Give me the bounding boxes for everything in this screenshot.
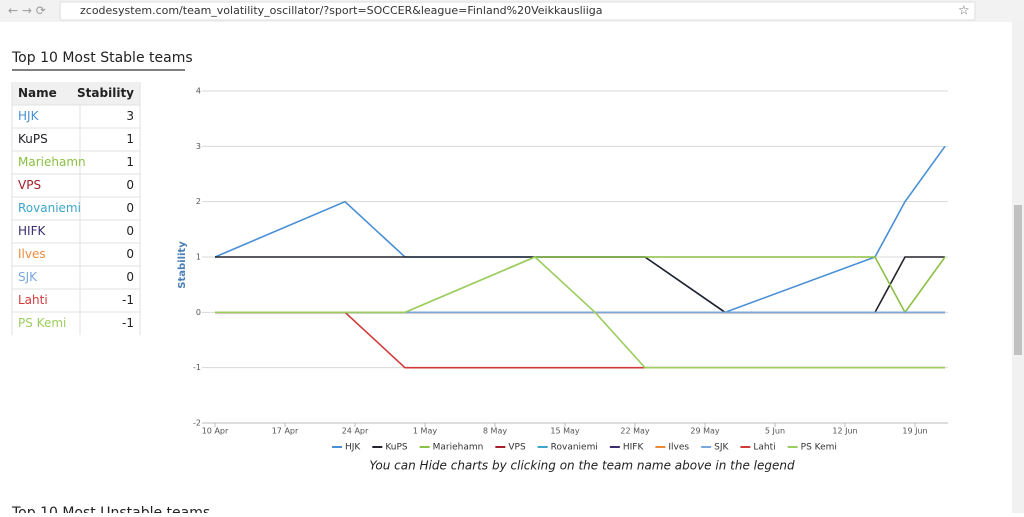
y-tick-label: 0 (196, 308, 201, 317)
legend-item[interactable]: VPS (508, 443, 526, 453)
table-header-cell: Stability (77, 86, 134, 100)
x-tick-label: 10 Apr (202, 427, 229, 436)
stability-value: 0 (126, 178, 134, 192)
table-header-cell: Name (18, 86, 57, 100)
legend-item[interactable]: KuPS (385, 443, 408, 453)
x-tick-label: 8 May (483, 427, 507, 436)
team-name[interactable]: Ilves (18, 247, 46, 261)
legend-note: You can Hide charts by clicking on the t… (369, 459, 795, 473)
team-name[interactable]: Rovaniemi (18, 201, 81, 215)
series-line (214, 145, 946, 314)
team-name[interactable]: HJK (18, 109, 40, 123)
y-tick-label: -2 (193, 419, 201, 428)
legend-item[interactable]: SJK (714, 443, 729, 453)
series-line (215, 256, 945, 314)
series-line (215, 256, 945, 369)
stability-value: 1 (126, 155, 134, 169)
y-tick-label: -1 (193, 363, 201, 372)
x-tick-label: 24 Apr (342, 427, 369, 436)
bookmark-star[interactable]: ☆ (958, 4, 970, 19)
stability-value: 1 (126, 132, 134, 146)
x-tick-label: 29 May (690, 427, 720, 436)
series-line (215, 256, 946, 314)
stability-value: -1 (122, 293, 134, 307)
stability-value: 0 (126, 201, 134, 215)
legend-item[interactable]: Ilves (668, 443, 689, 453)
table-header (12, 82, 140, 105)
team-name[interactable]: KuPS (18, 132, 48, 146)
team-name[interactable]: SJK (18, 270, 38, 284)
legend-item[interactable]: Rovaniemi (551, 443, 598, 453)
stability-value: 0 (126, 247, 134, 261)
y-axis-title: Stability (177, 241, 188, 289)
team-name[interactable]: PS Kemi (18, 316, 66, 330)
stability-value: 0 (126, 224, 134, 238)
next-section-title: Top 10 Most Unstable teams (11, 505, 210, 513)
url: zcodesystem.com/team_volatility_oscillat… (80, 4, 602, 17)
x-tick-label: 5 Jun (765, 427, 785, 436)
stability-value: 0 (126, 270, 134, 284)
legend-item[interactable]: PS Kemi (801, 443, 837, 453)
team-name[interactable]: HIFK (18, 224, 46, 238)
legend-item[interactable]: Lahti (753, 443, 775, 453)
y-tick-label: 4 (196, 87, 201, 96)
series-line (215, 311, 945, 369)
stability-value: -1 (122, 316, 134, 330)
address-field[interactable] (59, 1, 976, 21)
y-tick-label: 2 (196, 197, 201, 206)
legend-item[interactable]: Mariehamn (433, 443, 484, 453)
x-tick-label: 12 Jun (832, 427, 857, 436)
nav-buttons[interactable]: ← → ⟳ (8, 4, 46, 18)
legend-item[interactable]: HJK (345, 443, 361, 453)
x-tick-label: 17 Apr (272, 427, 299, 436)
team-name[interactable]: VPS (18, 178, 41, 192)
x-tick-label: 15 May (550, 427, 580, 436)
y-tick-label: 1 (196, 253, 201, 262)
legend-item[interactable]: HIFK (623, 443, 645, 453)
team-name[interactable]: Mariehamn (18, 155, 86, 169)
y-tick-label: 3 (196, 142, 201, 151)
scroll-thumb[interactable] (1014, 205, 1022, 355)
x-tick-label: 19 Jun (902, 427, 927, 436)
stability-value: 3 (126, 109, 134, 123)
section-title: Top 10 Most Stable teams (11, 50, 193, 66)
team-name[interactable]: Lahti (18, 293, 48, 307)
x-tick-label: 22 May (620, 427, 650, 436)
x-tick-label: 1 May (413, 427, 437, 436)
